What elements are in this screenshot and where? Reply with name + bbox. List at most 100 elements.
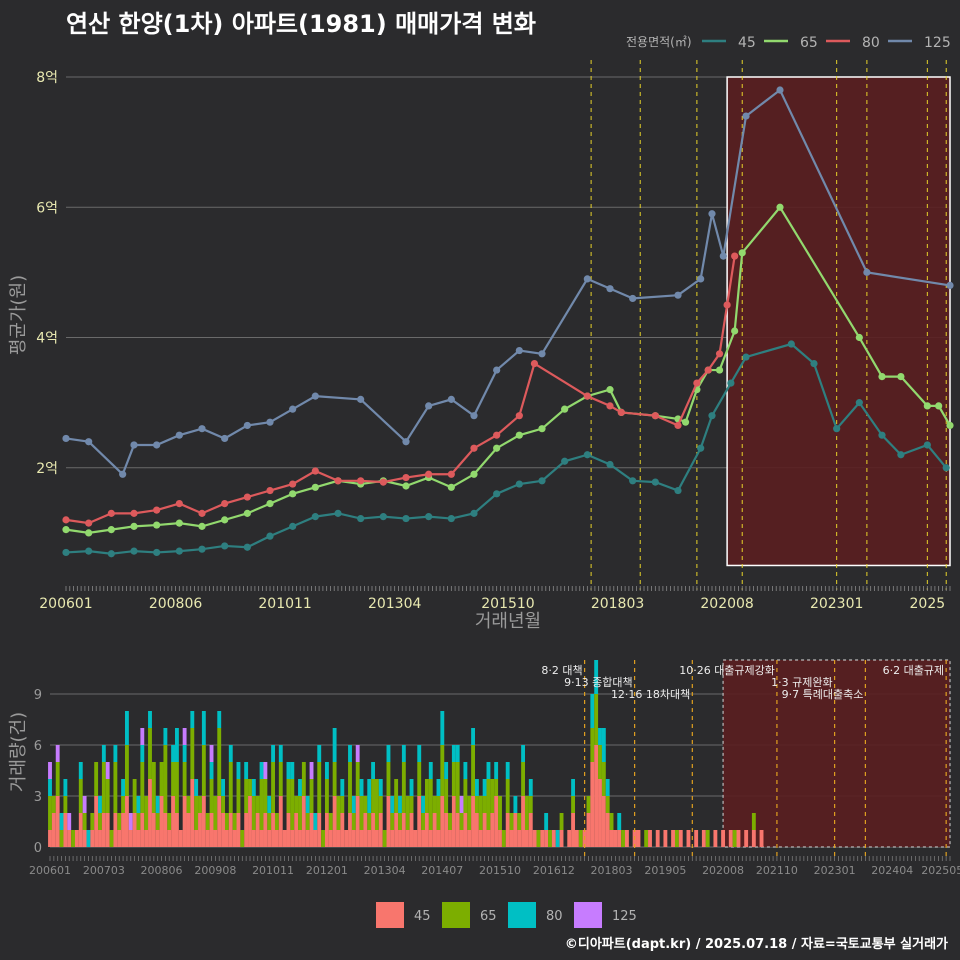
volume-bar-65 [501,830,506,847]
volume-bar-45 [255,813,260,847]
data-point-45 [810,359,818,368]
data-point-125 [538,350,546,358]
volume-bar-45 [374,830,379,847]
volume-bar-45 [48,830,52,847]
legend-swatch-65 [442,902,470,928]
data-point-125 [402,438,410,446]
policy-annotation: 12·16 18차대책 [611,688,690,701]
x-tick-label: 201905 [644,864,686,877]
data-point-125 [629,294,637,303]
data-point-65 [878,372,886,381]
volume-bar-45 [55,796,60,847]
volume-bar-65 [55,762,60,796]
volume-bar-45 [82,830,87,847]
data-point-45 [175,547,183,555]
data-point-125 [221,434,229,443]
volume-bar-65 [359,796,364,830]
data-point-45 [153,548,161,557]
data-point-125 [153,441,161,449]
volume-bar-45 [286,813,291,847]
volume-bar-65 [328,813,333,830]
volume-bar-45 [486,830,491,847]
volume-bar-80 [286,762,291,779]
volume-bar-65 [140,762,145,813]
volume-bar-65 [421,813,426,830]
volume-bar-125 [48,762,52,779]
policy-annotation: 9·7 특례대출축소 [782,688,864,701]
data-point-65 [923,402,931,410]
volume-bar-80 [244,762,249,779]
volume-bar-45 [648,830,652,847]
volume-bar-65 [467,796,472,830]
volume-bar-80 [171,745,176,762]
volume-bar-45 [524,830,529,847]
volume-bar-45 [559,830,564,847]
volume-bars [48,660,764,847]
data-point-65 [402,482,410,490]
y-tick-label: 6 [34,739,42,754]
data-point-125 [425,402,433,410]
data-point-125 [515,346,523,355]
volume-bar-65 [321,830,326,847]
volume-bar-80 [124,711,129,745]
data-point-45 [357,514,365,523]
volume-bar-45 [671,830,676,847]
volume-bar-45 [221,813,226,847]
volume-bar-65 [536,830,541,847]
data-point-45 [334,509,342,517]
volume-bar-45 [232,830,237,847]
volume-bar-65 [294,796,299,813]
volume-bar-80 [486,762,491,779]
chart-title: 연산 한양(1차) 아파트(1981) 매매가격 변화 [66,10,536,38]
x-tick-label: 201011 [258,596,311,612]
volume-bar-45 [617,830,622,847]
data-point-80 [153,506,161,514]
volume-bar-65 [644,830,649,847]
data-point-80 [175,499,183,508]
volume-bar-45 [394,813,399,847]
volume-bar-80 [190,711,195,728]
volume-bar-45 [101,813,106,847]
volume-bar-45 [636,830,641,847]
volume-bar-65 [451,762,456,796]
volume-bar-45 [251,830,256,847]
data-point-65 [738,249,746,257]
volume-bar-45 [305,830,310,847]
volume-bar-80 [63,779,68,796]
volume-bar-65 [578,830,583,847]
x-tick-label: 2025 [910,596,946,612]
volume-bar-45 [117,830,122,847]
volume-bar-45 [424,813,429,847]
volume-bar-45 [744,830,749,847]
data-point-125 [62,434,70,443]
data-point-45 [379,513,387,521]
volume-bar-80 [605,779,610,796]
volume-bar-45 [624,830,629,847]
volume-bar-65 [109,830,114,847]
volume-bar-80 [59,813,64,830]
volume-bar-65 [90,813,95,830]
volume-bar-80 [136,796,141,813]
volume-y-axis-label: 거래량(건) [8,712,29,792]
volume-bar-80 [182,745,187,762]
data-point-45 [107,550,115,558]
volume-bar-45 [367,830,372,847]
data-point-80 [107,509,115,517]
series-line-80 [65,255,736,525]
volume-bar-45 [328,830,333,847]
volume-bar-65 [278,762,283,796]
data-point-125 [776,86,784,94]
x-tick-label: 202110 [756,864,798,877]
volume-bar-45 [171,796,176,847]
data-point-125 [266,418,274,426]
volume-bar-65 [63,796,68,813]
volume-bar-45 [313,830,318,847]
volume-bar-65 [148,728,152,779]
volume-bar-80 [86,830,91,847]
data-point-80 [470,444,478,452]
data-point-45 [606,460,614,469]
volume-bar-65 [674,830,679,847]
data-point-80 [606,402,614,410]
data-point-65 [153,521,161,529]
